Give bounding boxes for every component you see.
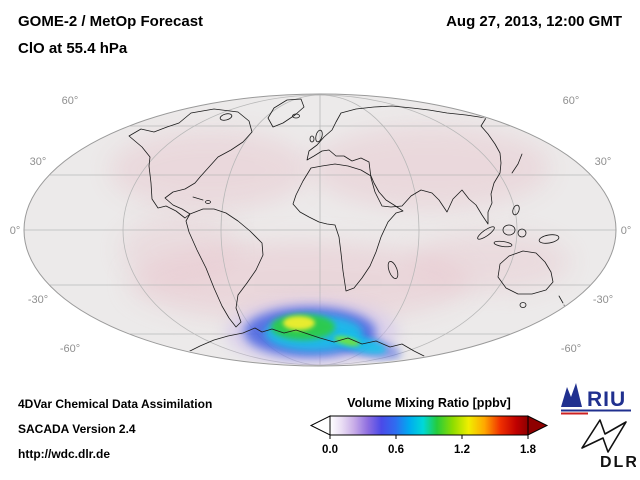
dlr-emblem-icon	[581, 419, 627, 453]
coastline-new-guinea	[538, 234, 560, 244]
colorbar-tick-3: 1.8	[520, 444, 537, 456]
latitude-labels: 60° 30° 0° -30° -60° 60° 30° 0° -30° -60…	[10, 95, 632, 355]
coastline-ireland	[309, 135, 315, 143]
colorbar: Volume Mixing Ratio [ppbv] 0.0 0.6 1.2 1…	[309, 396, 549, 456]
coastline-sumatra	[477, 226, 495, 240]
coastline-iceland	[292, 113, 300, 119]
coastline-tasmania	[519, 302, 527, 308]
background-tint-field	[110, 126, 570, 322]
dlr-logo: DLR	[581, 419, 636, 470]
riu-logo-text: RIU	[587, 388, 626, 411]
coastline-java	[493, 240, 513, 248]
lat-label-right-60: 60°	[563, 95, 580, 107]
lat-label-right-m60: -60°	[561, 343, 581, 355]
coastline-eurasia	[306, 105, 502, 225]
coastline-australia	[497, 250, 554, 295]
colorbar-tick-labels: 0.0 0.6 1.2 1.8	[322, 444, 537, 456]
colorbar-tick-1: 0.6	[388, 444, 404, 456]
colorbar-over-arrow	[527, 415, 549, 436]
lat-label-right-m30: -30°	[593, 294, 613, 306]
coastline-north-america	[128, 108, 253, 219]
coastline-madagascar	[387, 261, 399, 279]
clo-plume	[226, 300, 402, 365]
dlr-logo-text: DLR	[600, 454, 636, 470]
coastline-hispaniola	[205, 200, 211, 204]
coastline-cuba	[192, 196, 204, 201]
coastline-africa	[292, 163, 404, 292]
coastline-greenland	[267, 98, 305, 128]
footer-line-url: http://wdc.dlr.de	[18, 447, 110, 461]
globe-outline	[23, 93, 617, 367]
lat-label-left-30: 30°	[30, 156, 47, 168]
coastline-antarctica	[185, 327, 425, 357]
lat-label-right-30: 30°	[595, 156, 612, 168]
lat-label-left-60: 60°	[62, 95, 79, 107]
coastline-borneo	[502, 224, 516, 236]
riu-spires-icon	[561, 383, 582, 407]
coastline-britain	[315, 129, 323, 143]
page-title: GOME-2 / MetOp Forecast	[18, 13, 204, 30]
footer-line-assimilation: 4DVar Chemical Data Assimilation	[18, 397, 213, 411]
colorbar-gradient	[329, 415, 529, 436]
lat-label-left-m30: -30°	[28, 294, 48, 306]
footer-credits: 4DVar Chemical Data Assimilation SACADA …	[18, 397, 212, 472]
lat-label-left-m60: -60°	[60, 343, 80, 355]
colorbar-tick-marks	[329, 435, 529, 439]
lat-label-right-0: 0°	[621, 225, 632, 237]
footer-line-version: SACADA Version 2.4	[18, 422, 136, 436]
lat-label-left-0: 0°	[10, 225, 21, 237]
coastline-sulawesi	[517, 228, 527, 238]
datetime-label: Aug 27, 2013, 12:00 GMT	[446, 13, 622, 30]
colorbar-title: Volume Mixing Ratio [ppbv]	[347, 396, 511, 410]
coastline-south-america	[185, 208, 264, 328]
coastline-japan	[511, 153, 523, 174]
colorbar-under-arrow	[309, 415, 331, 436]
coastline-arctic-islands	[219, 113, 233, 121]
riu-logo: RIU	[561, 383, 631, 415]
colorbar-tick-0: 0.0	[322, 444, 338, 456]
colorbar-tick-2: 1.2	[454, 444, 470, 456]
coastlines	[128, 98, 570, 357]
coastline-philippines	[512, 204, 520, 216]
page-subtitle: ClO at 55.4 hPa	[18, 40, 128, 57]
